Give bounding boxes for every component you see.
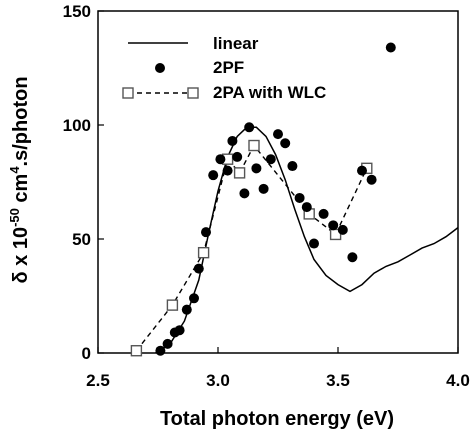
x-tick-label-3.5: 3.5 — [326, 371, 350, 390]
series-2pf-point — [244, 122, 255, 133]
series-linear-line — [155, 126, 459, 354]
series-2pf-point — [287, 161, 298, 172]
legend-label-2pa: 2PA with WLC — [213, 83, 326, 102]
legend: linear 2PF 2PA with WLC — [122, 34, 326, 102]
series-2pa-line — [135, 144, 368, 352]
y-tick-label-100: 100 — [63, 116, 91, 135]
series-2pf-point — [385, 42, 396, 53]
legend-swatch-2pf — [155, 63, 165, 73]
series-layer — [130, 42, 459, 357]
y-axis-title-post: .s/photon — [10, 76, 32, 166]
y-axis-title: δ x 10-50 cm4.s/photon — [7, 76, 32, 283]
y-axis-title-pre: δ x 10 — [10, 227, 32, 284]
series-2pf-point — [155, 345, 166, 356]
x-tick-labels: 2.5 3.0 3.5 4.0 — [86, 371, 470, 390]
series-2pf-point — [328, 220, 339, 231]
legend-label-2pf: 2PF — [213, 58, 244, 77]
x-tick-label-3.0: 3.0 — [206, 371, 230, 390]
series-2pf-point — [280, 138, 291, 149]
series-2pf-point — [232, 151, 243, 162]
x-axis-ticks — [97, 347, 459, 353]
series-2pf-point — [309, 238, 319, 249]
legend-label-linear: linear — [213, 34, 259, 53]
legend-swatch-2pa-square-left — [122, 87, 134, 99]
y-tick-label-50: 50 — [72, 230, 91, 249]
y-axis-title-exp1: -50 — [7, 208, 22, 227]
series-2pf-point — [294, 192, 305, 203]
series-2pa-square — [248, 139, 260, 152]
series-2pf-point — [265, 154, 276, 165]
series-2pf-point — [181, 304, 192, 315]
y-axis-title-mid: cm — [10, 174, 32, 208]
series-2pf-point — [162, 338, 173, 349]
y-tick-label-150: 150 — [63, 2, 91, 21]
legend-swatch-2pa-square-right — [187, 87, 199, 99]
series-2pa-square — [130, 345, 143, 357]
series-2pf-point — [239, 188, 250, 199]
series-2pf-point — [251, 163, 262, 174]
series-2pf-point — [193, 263, 204, 274]
series-2pf-point — [301, 202, 312, 213]
series-2pf-point — [337, 224, 348, 235]
y-axis-title-exp2: 4 — [7, 166, 22, 174]
series-2pf-point — [258, 183, 269, 194]
y-axis-ticks — [98, 10, 104, 354]
series-2pf-point — [189, 293, 199, 304]
x-tick-label-4.0: 4.0 — [446, 371, 470, 390]
series-2pf-point — [273, 129, 283, 140]
series-2pf-point — [357, 165, 367, 176]
series-2pa-square — [197, 246, 210, 259]
y-tick-label-0: 0 — [82, 344, 91, 363]
series-2pf-point — [208, 170, 219, 181]
series-2pf-point — [174, 325, 185, 336]
series-2pf-point — [366, 174, 377, 185]
x-tick-label-2.5: 2.5 — [86, 371, 110, 390]
series-2pa-square — [166, 299, 179, 311]
plot-frame — [97, 10, 459, 354]
series-2pf-point — [347, 252, 358, 263]
x-axis-title: Total photon energy (eV) — [160, 408, 394, 430]
series-2pf-point — [318, 208, 329, 219]
y-tick-labels: 0 50 100 150 — [63, 2, 91, 363]
series-2pa-square — [233, 167, 246, 179]
series-2pf-point — [222, 165, 233, 176]
series-2pf-point — [201, 227, 211, 238]
series-2pf-point — [227, 135, 238, 146]
series-2pf-point — [215, 154, 226, 165]
